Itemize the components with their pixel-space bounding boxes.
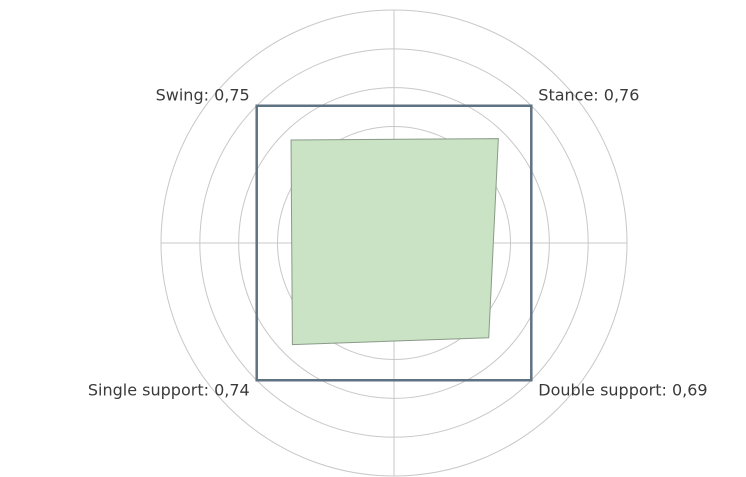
category-label: Single support (88, 380, 204, 399)
axis-label: Swing: 0,75 (156, 85, 250, 104)
axis-label: Double support: 0,69 (538, 380, 707, 399)
axis-label: Single support: 0,74 (88, 380, 250, 399)
value-label: 0,74 (214, 380, 250, 399)
value-label: 0,69 (672, 380, 708, 399)
value-label: 0,76 (604, 85, 640, 104)
category-label: Swing (156, 85, 204, 104)
radar-area (290, 138, 499, 346)
category-label: Double support (538, 380, 661, 399)
category-label: Stance (538, 85, 593, 104)
axis-label: Stance: 0,76 (538, 85, 639, 104)
reference-outline (255, 104, 533, 382)
value-label: 0,75 (214, 85, 250, 104)
